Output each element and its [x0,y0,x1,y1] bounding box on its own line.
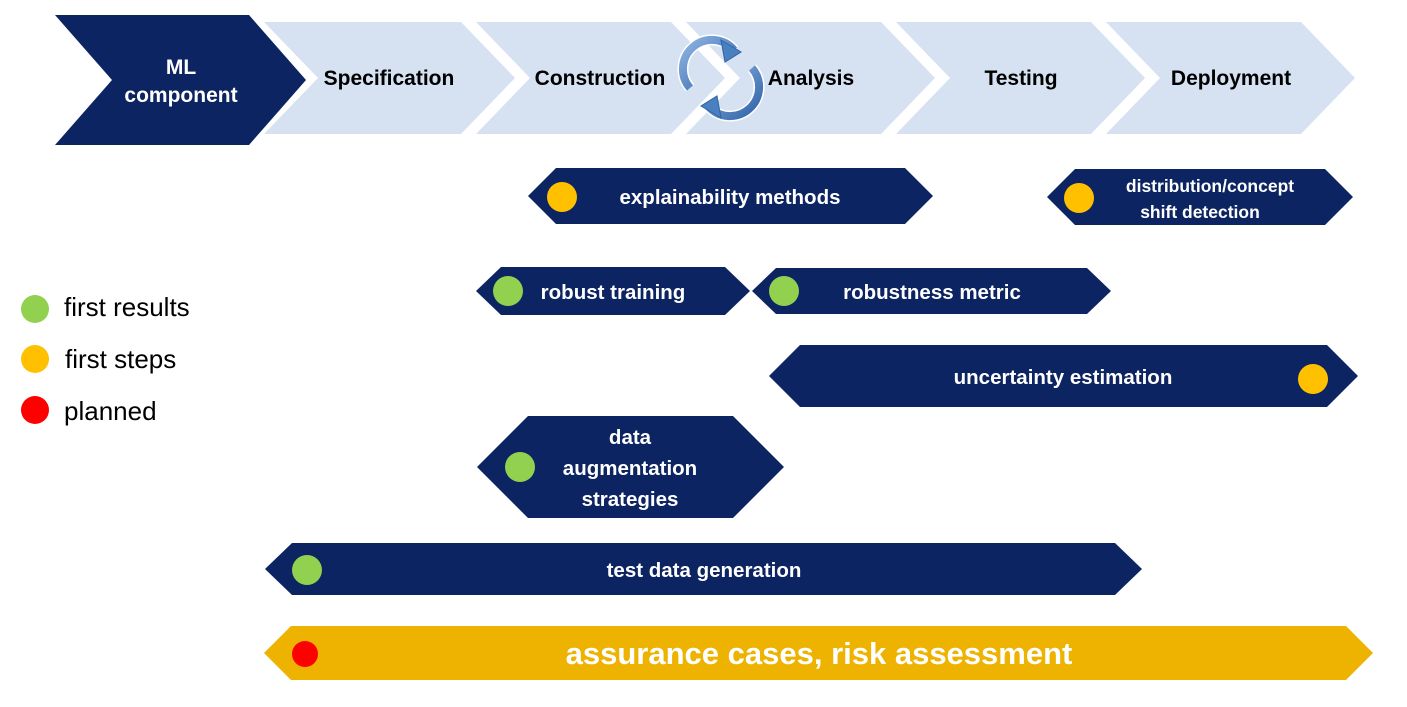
status-dot-first-steps [1064,183,1094,213]
bar-label-line1: data [609,426,652,449]
circular-refresh-arrows-icon [677,34,765,122]
status-dot-first-steps [547,182,577,212]
status-dot-first-results [505,452,535,482]
legend-item-first-steps: first steps [21,344,176,374]
bar-label: explainability methods [620,186,841,209]
bar-data-augmentation-strategies: data augmentation strategies [477,416,784,518]
bar-label: robustness metric [843,281,1021,304]
stage-chevron-construction [476,22,725,134]
legend-dot-green [21,295,49,323]
stage-chevron-ml-component [55,15,306,145]
bar-label: robust training [541,281,686,304]
status-dot-planned [292,641,318,667]
legend-item-planned: planned [21,396,157,426]
bar-label-line2: augmentation [563,457,697,480]
bar-label-line3: strategies [582,488,679,511]
stage-label-analysis: Analysis [768,67,854,90]
bar-assurance-cases-risk-assessment: assurance cases, risk assessment [264,626,1373,680]
stage-chevron-specification [264,22,515,134]
bar-robustness-metric: robustness metric [752,268,1111,314]
bar-uncertainty-estimation: uncertainty estimation [769,345,1358,407]
method-bars: explainability methods distribution/conc… [264,168,1373,680]
bar-label: assurance cases, risk assessment [566,636,1073,671]
stage-label-specification: Specification [324,67,455,90]
bar-label-line1: distribution/concept [1126,176,1294,196]
legend-dot-yellow [21,345,49,373]
bar-label: uncertainty estimation [954,366,1173,389]
bar-distribution-shift-detection: distribution/concept shift detection [1047,169,1353,225]
legend-label: first results [64,292,190,322]
stage-chevron-testing [896,22,1145,134]
status-dot-first-results [493,276,523,306]
bar-label-line2: shift detection [1140,202,1260,222]
stage-label-testing: Testing [984,67,1057,90]
status-dot-first-results [769,276,799,306]
stage-label-ml-line2: component [124,84,237,107]
bar-label: test data generation [607,559,802,582]
pipeline-stages: ML component Specification Construction … [55,15,1355,145]
legend-label: first steps [65,344,176,374]
status-dot-first-results [292,555,322,585]
status-legend: first results first steps planned [21,292,190,426]
legend-label: planned [64,396,157,426]
status-dot-first-steps [1298,364,1328,394]
bar-test-data-generation: test data generation [265,543,1142,595]
legend-item-first-results: first results [21,292,190,323]
stage-label-deployment: Deployment [1171,67,1291,90]
stage-chevron-deployment [1106,22,1355,134]
stage-label-ml-line1: ML [166,56,196,79]
legend-dot-red [21,396,49,424]
stage-label-construction: Construction [535,67,666,90]
bar-robust-training: robust training [476,267,750,315]
bar-explainability-methods: explainability methods [528,168,933,224]
